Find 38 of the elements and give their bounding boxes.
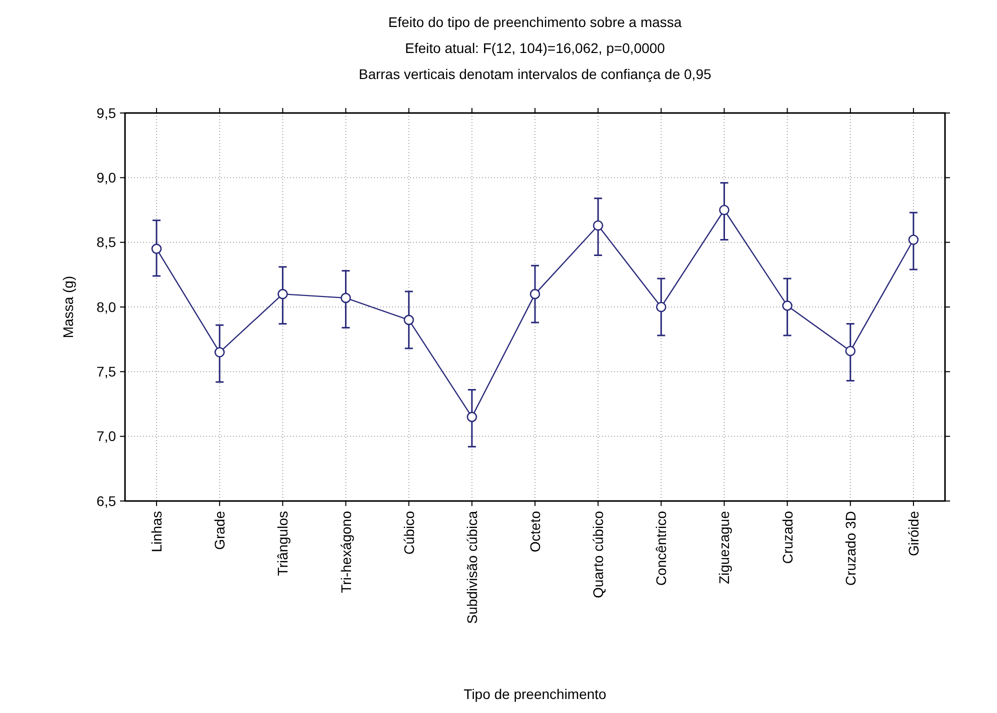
y-axis-title: Massa (g) <box>60 276 76 338</box>
y-tick-label: 9,0 <box>96 170 116 186</box>
point <box>530 288 540 300</box>
point <box>466 412 478 422</box>
point <box>719 204 730 216</box>
point <box>656 302 666 312</box>
x-tick-label: Ziguezague <box>716 510 732 584</box>
point <box>908 234 919 245</box>
text: Barras verticais denotam intervalos de confiança de 0,95 <box>358 66 712 82</box>
y-tick-label: 7,0 <box>96 428 116 444</box>
y-tick-label: 9,5 <box>96 104 116 121</box>
point <box>214 347 225 358</box>
x-tick-label: Tri-hexágono <box>338 510 354 593</box>
x-tick-label: Linhas <box>148 511 165 552</box>
x-tick-label: Triângulos <box>274 511 291 576</box>
point <box>151 244 162 254</box>
x-tick-label: Grade <box>212 510 228 550</box>
point <box>845 346 856 356</box>
point <box>782 300 792 311</box>
x-tick-label: Quarto cúbico <box>590 510 606 598</box>
y-tick-label: 7,5 <box>96 364 116 380</box>
x-tick-label: Subdivisão cúbica <box>464 510 480 624</box>
x-tick-label: Cúbico <box>400 510 417 555</box>
point <box>340 292 351 304</box>
y-tick-label: 8,0 <box>96 298 116 315</box>
chart-subtitle: Efeito atual: F(12, 104)=16,062, p=0,0000 <box>405 40 666 56</box>
point <box>592 220 604 231</box>
x-axis-title: Tipo de preenchimento <box>464 686 607 702</box>
y-tick-label: 8,5 <box>96 234 116 250</box>
chart-title: Efeito do tipo de preenchimento sobre a massa <box>388 14 682 30</box>
point <box>404 314 414 326</box>
x-tick-label: Giróide <box>905 510 922 556</box>
point <box>278 288 288 300</box>
x-tick-label: Cruzado 3D <box>842 511 858 586</box>
x-tick-label: Octeto <box>527 510 543 552</box>
x-tick-label: Concêntrico <box>653 510 670 586</box>
x-tick-label: Cruzado <box>779 510 796 564</box>
y-tick-label: 6,5 <box>96 492 116 509</box>
